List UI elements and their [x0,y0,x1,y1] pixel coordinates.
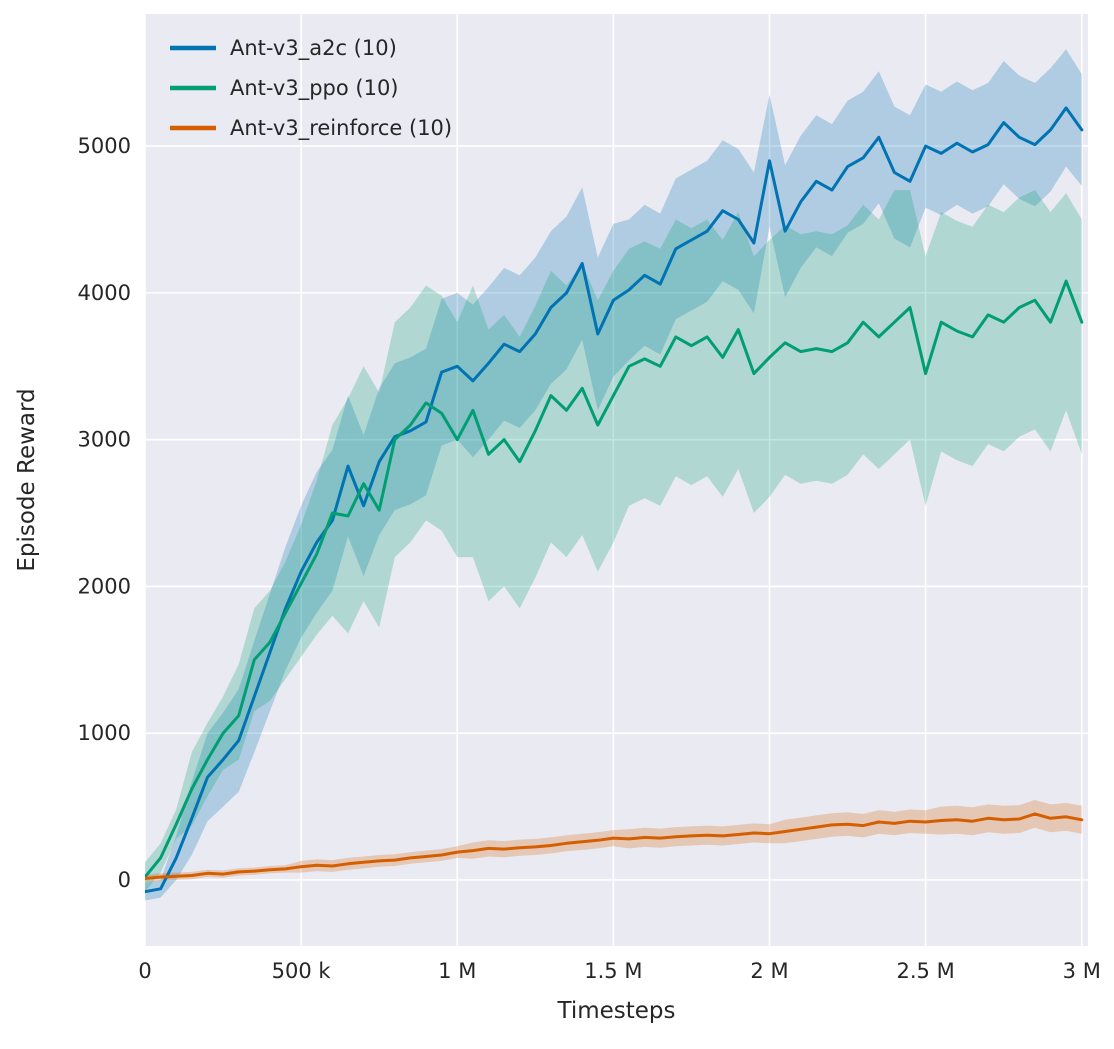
y-tick-label: 3000 [78,428,131,452]
x-tick-label: 3 M [1063,959,1101,983]
legend-label-0: Ant-v3_a2c (10) [230,36,397,61]
y-tick-label: 4000 [78,281,131,305]
y-tick-label: 0 [118,868,131,892]
y-axis-label: Episode Reward [14,388,40,571]
x-tick-label: 500 k [272,959,332,983]
series-0-line [145,106,1084,894]
series-0-band [145,49,1082,901]
x-tick-label: 2 M [750,959,788,983]
x-tick-label: 1.5 M [584,959,642,983]
y-tick-label: 5000 [78,134,131,158]
series-2-line [145,812,1084,880]
plot-background [145,14,1088,946]
x-tick-label: 2.5 M [897,959,955,983]
y-tick-label: 2000 [78,574,131,598]
legend-label-2: Ant-v3_reinforce (10) [230,116,452,141]
legend-label-1: Ant-v3_ppo (10) [230,76,399,101]
x-tick-label: 0 [138,959,151,983]
y-tick-label: 1000 [78,721,131,745]
series-1-line [145,279,1084,879]
series-1-band [145,190,1082,892]
x-axis-label: Timesteps [556,998,675,1024]
x-tick-label: 1 M [438,959,476,983]
legend: Ant-v3_a2c (10) Ant-v3_ppo (10) Ant-v3_rei… [170,36,452,141]
